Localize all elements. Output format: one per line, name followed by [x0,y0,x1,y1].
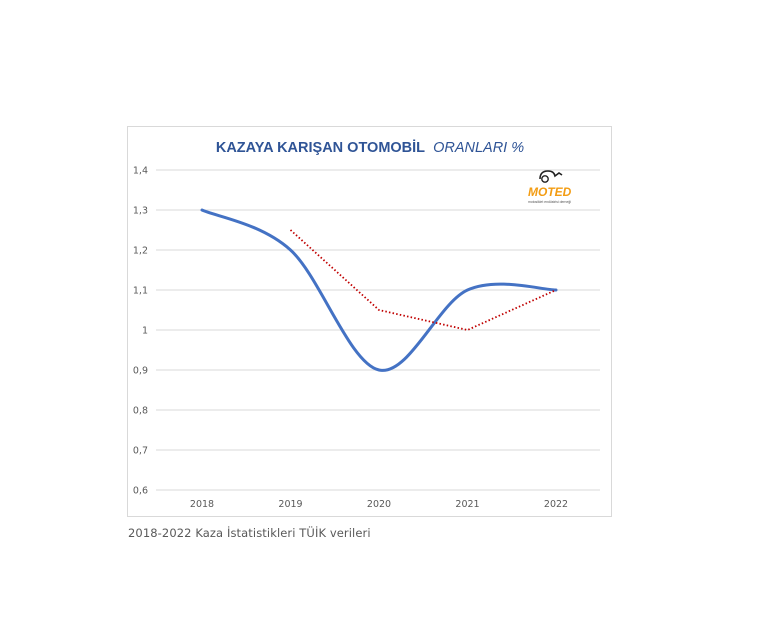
helmet-icon [539,170,563,180]
x-tick-label: 2019 [278,499,302,510]
y-tick-label: 0,7 [133,446,148,457]
y-tick-label: 1,2 [133,246,148,257]
x-axis-ticks: 2018 2019 2020 2021 2022 [190,499,568,510]
chart-frame: KAZAYA KARIŞAN OTOMOBİL ORANLARI % 0,6 0,… [127,126,612,517]
x-tick-label: 2020 [367,499,391,510]
moted-logo: MOTED motosiklet endüstrisi derneği [528,170,572,204]
chart-caption: 2018-2022 Kaza İstatistikleri TÜİK veril… [128,526,371,540]
y-tick-label: 0,8 [133,406,148,417]
gridlines [156,169,600,491]
y-tick-label: 1,4 [133,166,148,177]
logo-text: MOTED [528,185,572,199]
y-tick-label: 1,1 [133,286,148,297]
y-tick-label: 1 [142,326,148,337]
y-tick-label: 0,6 [133,486,148,497]
series-lines [200,208,558,372]
x-tick-label: 2022 [544,499,568,510]
y-axis-ticks: 0,6 0,7 0,8 0,9 1 1,1 1,2 1,3 1,4 [133,166,148,497]
chart-title-main: KAZAYA KARIŞAN OTOMOBİL [216,139,425,156]
y-tick-label: 1,3 [133,206,148,217]
logo-subtext: motosiklet endüstrisi derneği [528,200,571,204]
x-tick-label: 2021 [455,499,479,510]
line-chart: KAZAYA KARIŞAN OTOMOBİL ORANLARI % 0,60,… [133,139,600,510]
y-tick-label: 0,9 [133,366,148,377]
series-line-dotted [289,229,557,331]
wheel-icon [541,175,549,183]
series-line-solid [200,208,558,372]
x-tick-label: 2018 [190,499,214,510]
chart-title: KAZAYA KARIŞAN OTOMOBİL ORANLARI % [216,139,524,156]
chart-title-suffix: ORANLARI % [433,140,524,156]
